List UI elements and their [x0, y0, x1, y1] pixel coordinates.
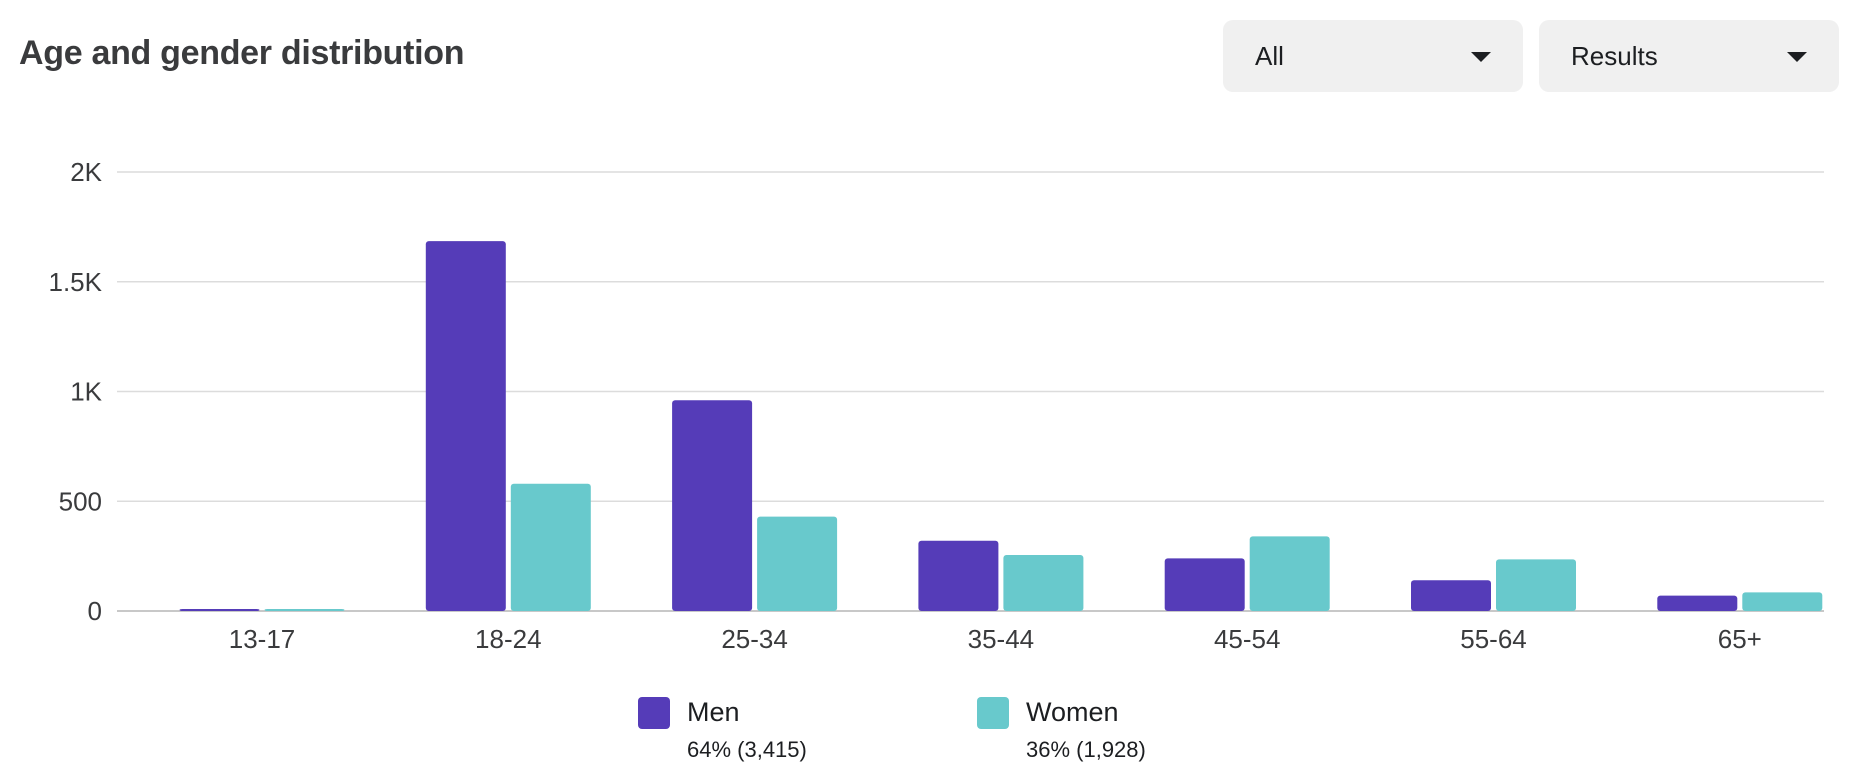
x-tick-label: 65+ — [1718, 624, 1762, 654]
bar-women-35-44 — [1003, 555, 1084, 611]
x-tick-label: 25-34 — [721, 624, 788, 654]
y-tick-label: 1K — [70, 377, 102, 407]
bar-women-65+ — [1742, 592, 1823, 611]
bars — [179, 241, 1823, 611]
bar-women-25-34 — [757, 516, 838, 611]
legend-stat-women: 36% (1,928) — [1026, 737, 1146, 762]
metric-filter-value: Results — [1571, 41, 1658, 71]
x-tick-label: 45-54 — [1214, 624, 1281, 654]
metric-filter-dropdown[interactable]: Results — [1539, 20, 1839, 92]
y-tick-label: 500 — [59, 486, 102, 516]
bar-men-55-64 — [1411, 580, 1491, 611]
y-axis-ticks: 0 500 1K 1.5K 2K — [49, 157, 103, 626]
bar-men-18-24 — [425, 241, 506, 611]
legend-swatch-women — [977, 697, 1009, 729]
y-tick-label: 1.5K — [49, 267, 103, 297]
x-tick-label: 13-17 — [229, 624, 296, 654]
bar-men-25-34 — [672, 400, 753, 611]
caret-down-icon — [1471, 52, 1491, 62]
y-tick-label: 0 — [88, 596, 102, 626]
legend-label-men: Men — [687, 697, 740, 727]
legend-swatch-men — [638, 697, 670, 729]
legend-label-women: Women — [1026, 697, 1119, 727]
x-axis-ticks: 13-17 18-24 25-34 35-44 45-54 55-64 65+ — [229, 624, 1762, 654]
bar-chart: 0 500 1K 1.5K 2K 13-17 18-24 25-34 35-44 45-54 55… — [49, 157, 1824, 654]
bar-women-45-54 — [1249, 536, 1330, 611]
y-tick-label: 2K — [70, 157, 102, 187]
bar-men-45-54 — [1164, 558, 1245, 611]
x-tick-label: 18-24 — [475, 624, 542, 654]
x-tick-label: 35-44 — [968, 624, 1035, 654]
chart-title: Age and gender distribution — [19, 34, 465, 72]
legend-stat-men: 64% (3,415) — [687, 737, 807, 762]
bar-men-13-17 — [179, 609, 260, 611]
bar-women-18-24 — [510, 483, 591, 611]
audience-filter-value: All — [1255, 41, 1284, 71]
bar-men-35-44 — [918, 540, 999, 611]
bar-men-65+ — [1657, 595, 1738, 611]
caret-down-icon — [1787, 52, 1807, 62]
x-tick-label: 55-64 — [1460, 624, 1527, 654]
bar-women-13-17 — [264, 609, 345, 611]
bar-women-55-64 — [1496, 559, 1576, 611]
audience-filter-dropdown[interactable]: All — [1223, 20, 1523, 92]
